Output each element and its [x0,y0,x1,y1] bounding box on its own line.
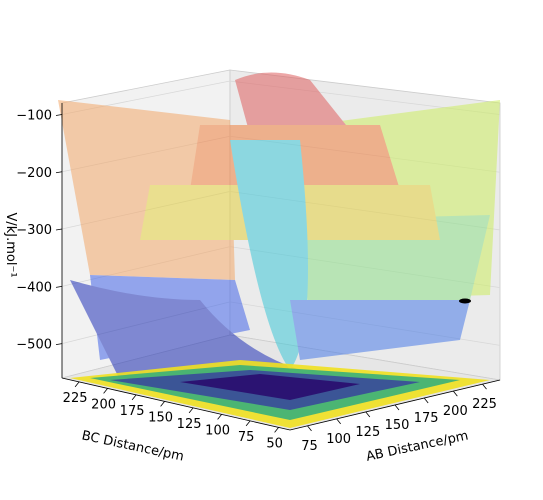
x-tick-mark [365,411,371,418]
y-tick-label: 200 [91,397,116,412]
y-tick-mark [188,407,194,414]
z-tick-mark [55,228,63,231]
x-tick-mark [482,383,487,390]
y-ticks: 225 200 175 150 125 100 75 50 [63,381,283,451]
x-tick-label: 150 [385,418,410,433]
z-tick-mark [55,343,63,346]
z-tick-label: −100 [16,108,52,123]
x-tick-label: 75 [301,439,318,454]
y-tick-label: 75 [238,430,255,445]
z-axis-label: V/kJ.mol⁻¹ [3,212,18,277]
energy-surface [58,72,500,380]
y-tick-mark [160,401,165,407]
x-tick-label: 225 [472,397,497,412]
z-ticks: −100 −200 −300 −400 −500 [16,108,63,353]
z-tick-label: −300 [16,223,52,238]
x-tick-mark [423,397,429,404]
y-tick-mark [274,427,279,433]
y-tick-label: 100 [205,423,230,438]
y-tick-mark [103,388,108,394]
y-axis-label: BC Distance/pm [80,428,185,464]
z-tick-label: −400 [16,280,52,295]
surface-plateau [235,72,350,142]
x-tick-mark [394,404,400,411]
y-tick-label: 150 [148,410,173,425]
x-tick-mark [336,418,341,425]
contour-core [180,374,360,400]
x-axis-label: AB Distance/pm [365,428,470,464]
x-tick-label: 100 [326,432,351,447]
y-tick-mark [131,394,137,401]
y-tick-label: 175 [120,404,145,419]
x-tick-mark [453,390,458,397]
y-axis-line [61,377,291,431]
z-tick-mark [55,171,63,174]
x-tick-mark [307,425,312,432]
y-tick-label: 50 [266,436,283,451]
x-tick-label: 175 [414,411,439,426]
z-tick-label: −500 [16,338,52,353]
surface-valley-centre [230,140,308,370]
y-tick-label: 225 [63,391,88,406]
floor-contour [70,360,490,428]
z-gridline [61,80,501,115]
z-tick-mark [55,285,63,288]
x-ticks: 75 100 125 150 175 200 225 [301,383,497,454]
y-tick-mark [74,381,80,388]
x-tick-label: 200 [443,404,468,419]
x-tick-label: 125 [355,425,380,440]
z-tick-label: −200 [16,166,52,181]
trajectory-marker [459,298,471,304]
y-tick-mark [245,420,251,427]
y-tick-label: 125 [177,417,202,432]
surface-valley-left [70,280,300,380]
z-tick-mark [55,114,63,116]
surface-valley-right [290,300,470,360]
y-tick-mark [217,414,222,420]
